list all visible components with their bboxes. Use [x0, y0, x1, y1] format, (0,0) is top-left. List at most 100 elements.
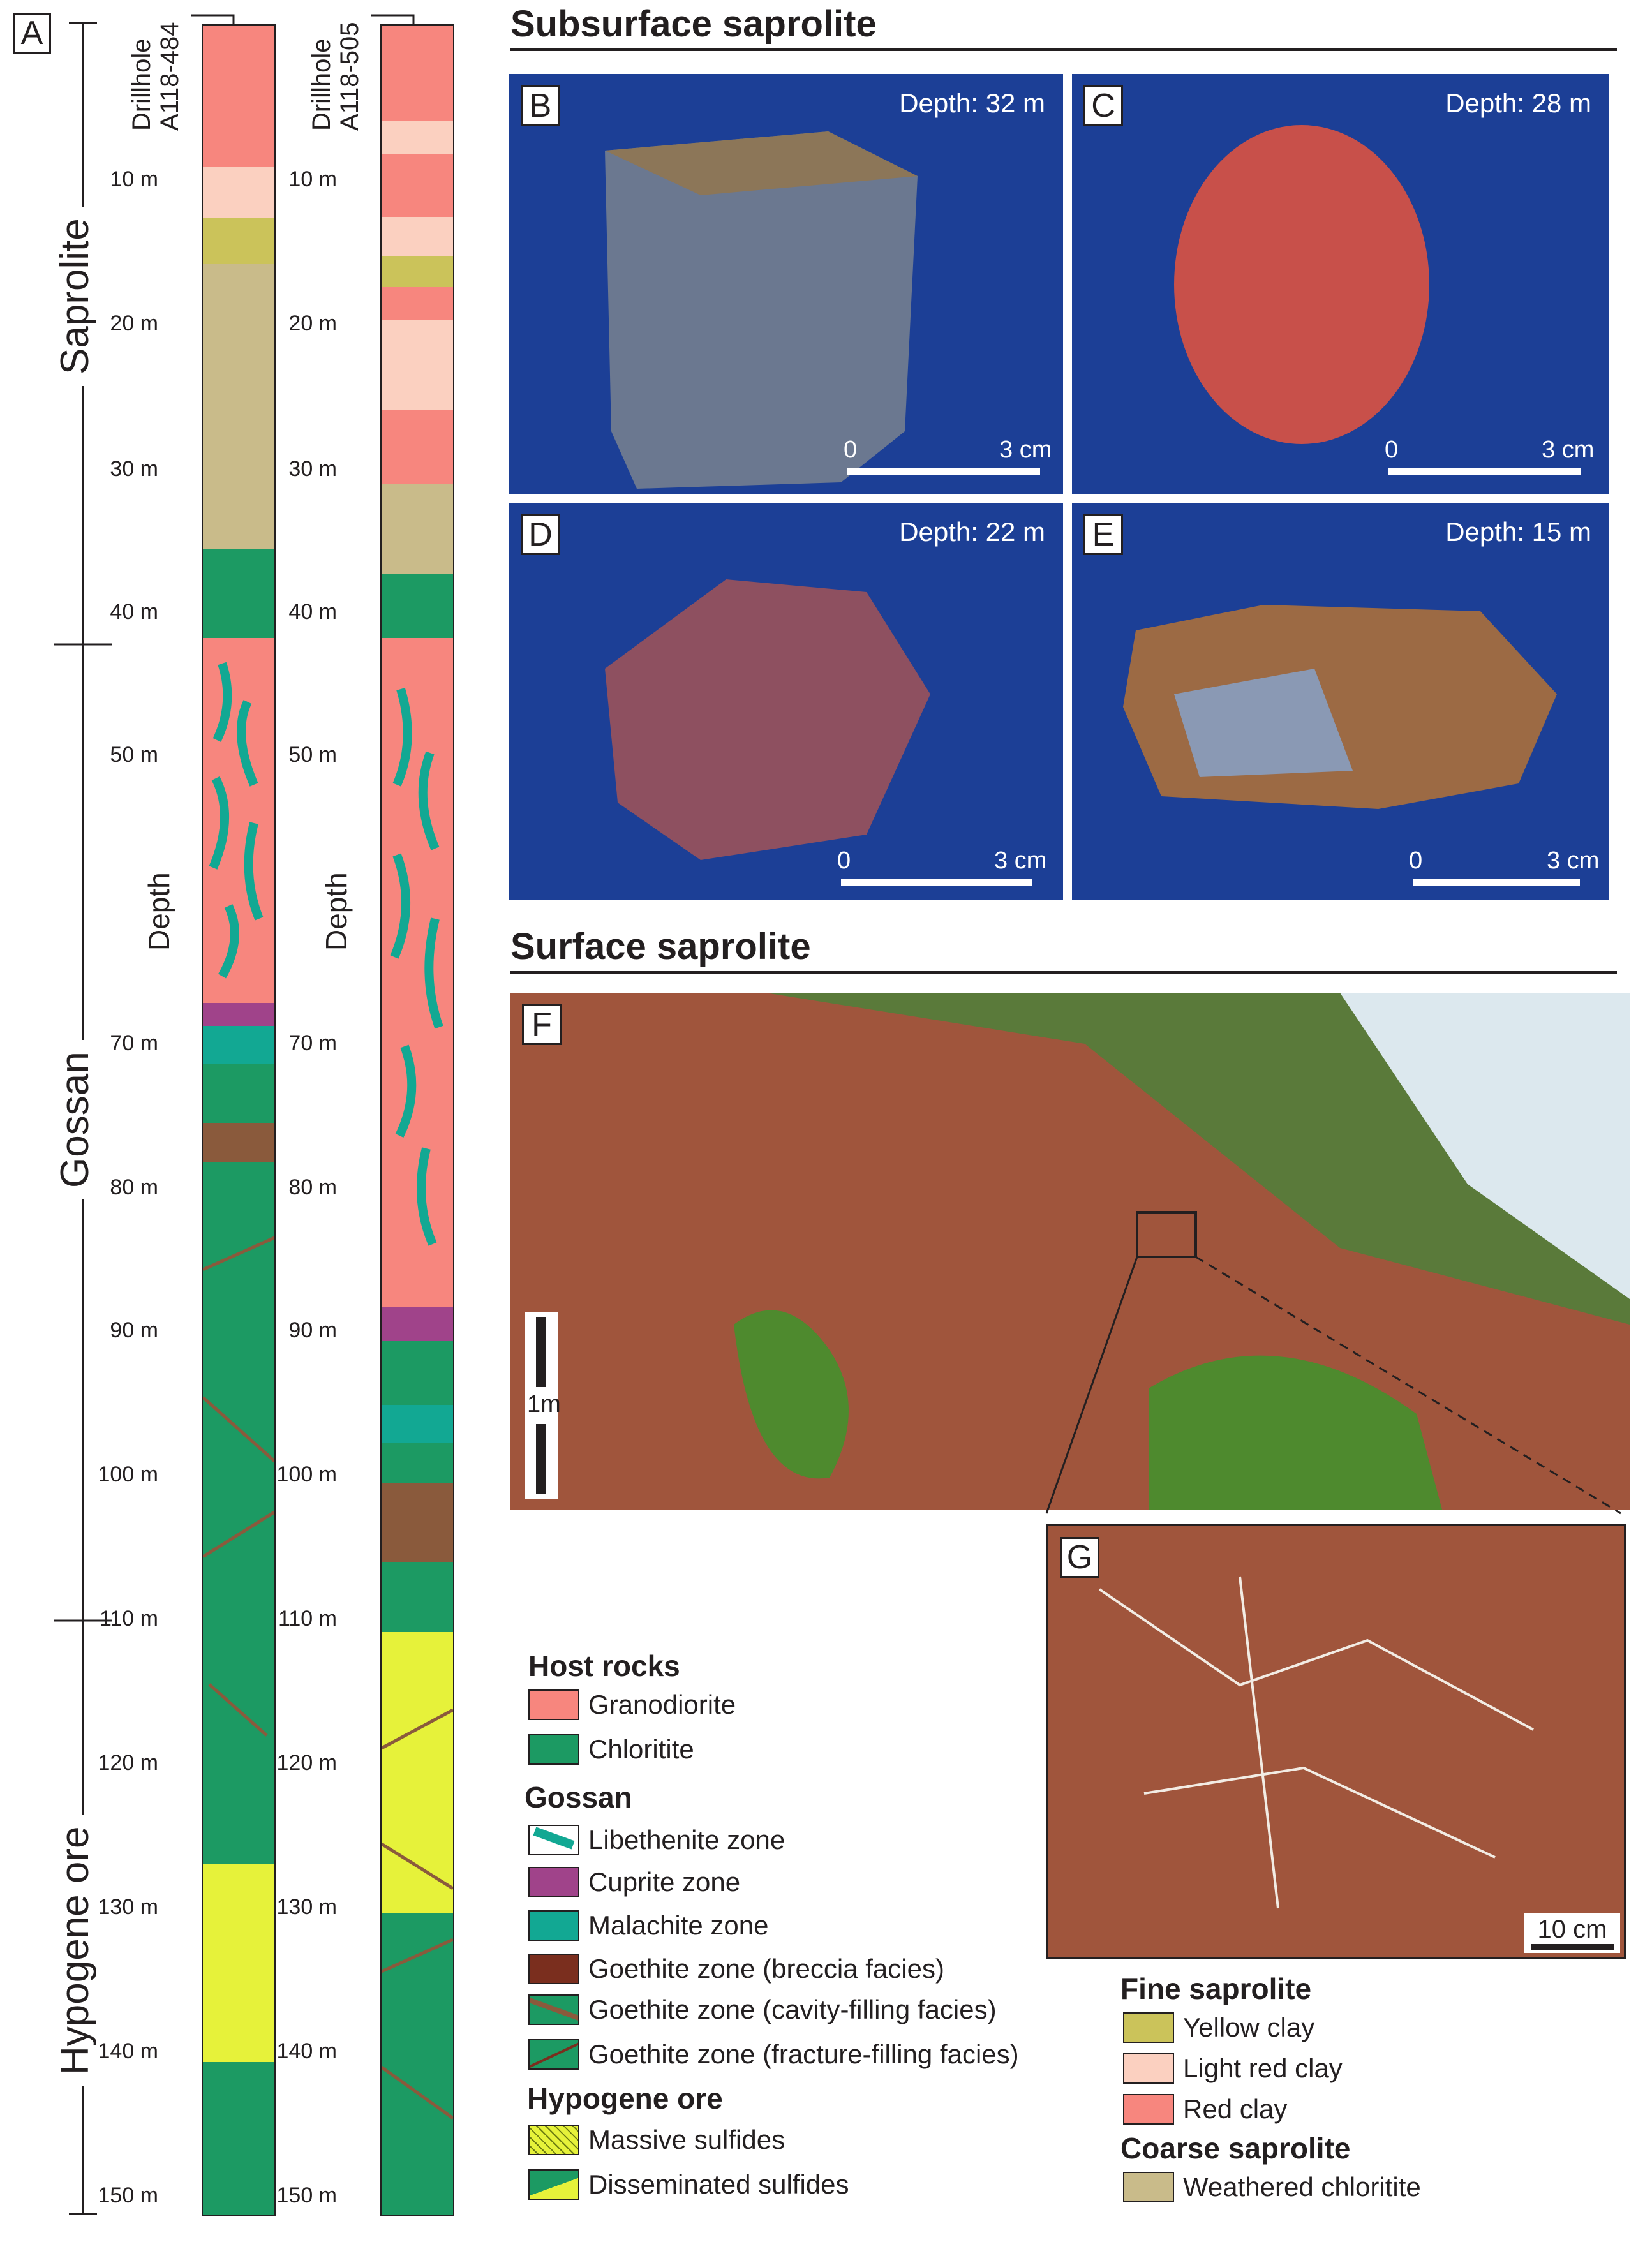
subsurface-rule: [510, 48, 1617, 51]
disseminated-sulfides-swatch: [528, 2169, 579, 2200]
photo-c-scale-start: 0: [1385, 436, 1399, 463]
drillhole-1-column: [202, 24, 276, 2216]
yellow-clay-segment: [382, 256, 453, 287]
depth-tick-label: 130 m: [276, 1895, 338, 1919]
light-red-clay-segment: [382, 121, 453, 154]
legend-coarse-saprolite-title: Coarse saprolite: [1120, 2132, 1351, 2165]
photo-g-tag: G: [1060, 1537, 1099, 1578]
massive-sulfides-segment: [203, 1864, 274, 2062]
malachite-swatch: [528, 1910, 579, 1941]
scale-bar-segment: [536, 1424, 546, 1494]
depth-tick-label: 140 m: [98, 2039, 159, 2063]
photo-e: E Depth: 15 m 0 3 cm: [1072, 503, 1609, 900]
weathered-chloritite-segment: [203, 264, 274, 549]
depth-tick-label: 20 m: [288, 311, 337, 336]
depth-tick-label: 120 m: [276, 1751, 338, 1775]
cuprite-swatch: [528, 1867, 579, 1897]
depth-tick-label: 150 m: [276, 2183, 338, 2208]
chloritite-segment: [382, 1562, 453, 1632]
depth-tick-label: 40 m: [288, 600, 337, 624]
legend-label: Cuprite zone: [588, 1867, 741, 1897]
legend-label: Chloritite: [588, 1734, 694, 1764]
photo-g-scale-label: 10 cm: [1537, 1915, 1607, 1943]
depth-tick-label: 10 m: [110, 167, 158, 191]
photo-e-depth: Depth: 15 m: [1445, 517, 1591, 547]
legend-light-red-clay: Light red clay: [1123, 2053, 1343, 2084]
legend-hypogene-title: Hypogene ore: [527, 2082, 723, 2115]
rock-sample-c: [1174, 125, 1429, 444]
red-clay-swatch: [1123, 2094, 1174, 2125]
legend-cuprite: Cuprite zone: [528, 1867, 740, 1897]
chloritite-segment: [203, 1162, 274, 1864]
chloritite-swatch: [528, 1734, 579, 1765]
red-clay-segment: [382, 26, 453, 121]
photo-d: D Depth: 22 m 0 3 cm: [509, 503, 1063, 900]
photo-d-tag: D: [521, 514, 560, 555]
cuprite-segment: [203, 1003, 274, 1026]
photo-f: F 1m: [510, 993, 1630, 1510]
subsurface-title: Subsurface saprolite: [510, 3, 877, 45]
drillhole-2-veins: [382, 687, 453, 2120]
chloritite-segment: [382, 1443, 453, 1483]
malachite-segment: [382, 1405, 453, 1443]
depth-tick-label: 120 m: [98, 1751, 159, 1775]
outcrop-scene-f: [510, 993, 1630, 1510]
depth-tick-label: 20 m: [110, 311, 158, 336]
legend-gossan-title: Gossan: [525, 1781, 632, 1814]
panel-a-letter: A: [13, 13, 51, 54]
photo-b: B Depth: 32 m 0 3 cm: [509, 74, 1063, 494]
legend-label: Goethite zone (fracture-filling facies): [588, 2039, 1019, 2069]
depth-tick-label: 140 m: [276, 2039, 338, 2063]
photo-e-tag: E: [1083, 514, 1123, 555]
cuprite-segment: [382, 1307, 453, 1341]
scale-bar-segment: [536, 1317, 546, 1387]
depth-tick-label: 30 m: [110, 457, 158, 481]
chloritite-segment: [203, 2062, 274, 2215]
photo-e-scale-start: 0: [1409, 847, 1423, 874]
photo-d-scale-end: 3 cm: [994, 847, 1047, 874]
rock-sample-d: [605, 579, 930, 860]
legend-yellow-clay: Yellow clay: [1123, 2012, 1314, 2043]
goethite-fracture-swatch: [528, 2039, 579, 2070]
legend-goethite-fracture: Goethite zone (fracture-filling facies): [528, 2039, 1019, 2070]
photo-b-scale-end: 3 cm: [999, 436, 1052, 463]
photo-d-depth: Depth: 22 m: [899, 517, 1045, 547]
legend-chloritite: Chloritite: [528, 1734, 694, 1765]
legend-goethite-breccia: Goethite zone (breccia facies): [528, 1954, 944, 1984]
photo-f-scale-label: 1m: [527, 1391, 561, 1418]
drillhole-1-veins: [203, 662, 274, 1737]
depth-tick-label: 70 m: [288, 1031, 337, 1055]
legend-label: Libethenite zone: [588, 1825, 785, 1855]
depth-tick-label: 90 m: [110, 1318, 158, 1342]
photo-g: G 10 cm: [1046, 1524, 1626, 1959]
light-red-clay-segment: [382, 320, 453, 410]
chloritite-segment: [382, 1913, 453, 2215]
legend-label: Granodiorite: [588, 1689, 736, 1719]
legend-label: Weathered chloritite: [1183, 2172, 1421, 2202]
depth-tick-label: 100 m: [276, 1462, 338, 1487]
legend-weathered-chloritite: Weathered chloritite: [1123, 2172, 1421, 2202]
massive-sulfides-swatch: [528, 2125, 579, 2155]
depth-tick-label: 80 m: [288, 1175, 337, 1199]
depth-tick-label: 150 m: [98, 2183, 159, 2208]
chloritite-segment: [203, 1064, 274, 1123]
legend-label: Malachite zone: [588, 1910, 769, 1940]
photo-b-scale-start: 0: [844, 436, 858, 463]
photo-d-scale-start: 0: [837, 847, 851, 874]
depth-tick-label: 10 m: [288, 167, 337, 191]
depth-tick-label: 50 m: [288, 743, 337, 767]
red-clay-segment: [382, 154, 453, 217]
outcrop-closeup-g: [1098, 1576, 1534, 1909]
goethite-cavity-swatch: [528, 1994, 579, 2025]
surface-rule: [510, 971, 1617, 974]
photo-e-scalebar: [1413, 879, 1580, 886]
drillhole-brackets: [191, 14, 415, 24]
weathered-chloritite-swatch: [1123, 2172, 1174, 2202]
weathered-chloritite-segment: [382, 484, 453, 574]
photo-b-tag: B: [521, 85, 560, 126]
photo-d-scalebar: [841, 879, 1032, 886]
goethite-breccia-swatch: [528, 1954, 579, 1984]
legend-host-rocks-title: Host rocks: [528, 1649, 680, 1682]
photo-g-scale-bar: [1531, 1944, 1614, 1950]
depth-tick-label: 110 m: [278, 1607, 337, 1631]
